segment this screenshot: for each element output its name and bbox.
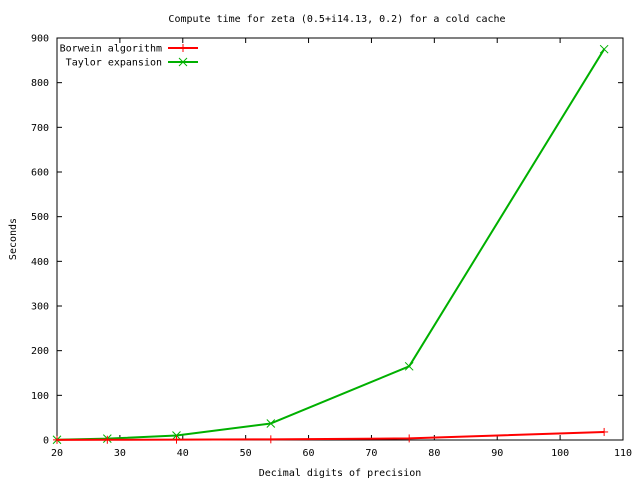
x-tick-label: 100 bbox=[551, 448, 569, 459]
data-point-borwein-algorithm bbox=[172, 435, 181, 444]
chart-title: Compute time for zeta (0.5+i14.13, 0.2) … bbox=[168, 14, 505, 25]
x-tick-label: 90 bbox=[491, 448, 503, 459]
x-tick-label: 110 bbox=[614, 448, 632, 459]
data-point-borwein-algorithm bbox=[53, 435, 61, 444]
x-tick-label: 30 bbox=[114, 448, 126, 459]
y-axis-ticks: 0 100 200 300 400 500 600 700 800 900 bbox=[31, 34, 623, 447]
y-tick-label: 400 bbox=[31, 257, 49, 268]
plot-frame bbox=[56, 37, 624, 441]
legend-label: Taylor expansion bbox=[66, 58, 162, 69]
data-point-taylor-expansion bbox=[404, 361, 414, 371]
y-tick-label: 600 bbox=[31, 168, 49, 179]
y-tick-label: 0 bbox=[43, 436, 49, 447]
legend: Borwein algorithm Taylor expansion bbox=[60, 44, 198, 69]
x-tick-label: 20 bbox=[51, 448, 63, 459]
data-point-borwein-algorithm bbox=[266, 435, 275, 444]
legend-marker bbox=[178, 57, 188, 67]
x-axis-label: Decimal digits of precision bbox=[259, 468, 422, 479]
y-tick-label: 200 bbox=[31, 346, 49, 357]
series-line-taylor-expansion bbox=[56, 48, 605, 441]
y-tick-label: 300 bbox=[31, 302, 49, 313]
series-layer bbox=[52, 44, 609, 445]
y-tick-label: 800 bbox=[31, 78, 49, 89]
y-axis-label: Seconds bbox=[8, 218, 19, 260]
legend-item-taylor-expansion: Taylor expansion bbox=[66, 58, 198, 69]
data-point-taylor-expansion bbox=[266, 419, 276, 428]
x-axis-ticks: 20 30 40 50 60 70 80 90 100 110 bbox=[51, 38, 632, 459]
x-tick-label: 40 bbox=[177, 448, 189, 459]
x-tick-label: 60 bbox=[303, 448, 315, 459]
x-tick-label: 80 bbox=[428, 448, 440, 459]
series-line-borwein-algorithm bbox=[56, 430, 605, 441]
y-tick-label: 900 bbox=[31, 34, 49, 45]
y-tick-label: 100 bbox=[31, 391, 49, 402]
series-borwein-algorithm bbox=[53, 427, 609, 444]
series-taylor-expansion bbox=[52, 44, 609, 445]
x-tick-label: 50 bbox=[240, 448, 252, 459]
legend-item-borwein-algorithm: Borwein algorithm bbox=[60, 44, 198, 55]
x-tick-label: 70 bbox=[365, 448, 377, 459]
data-point-borwein-algorithm bbox=[103, 435, 112, 444]
legend-marker bbox=[179, 44, 187, 52]
y-tick-label: 500 bbox=[31, 212, 49, 223]
y-tick-label: 700 bbox=[31, 123, 49, 134]
data-point-taylor-expansion bbox=[172, 431, 181, 440]
data-point-borwein-algorithm bbox=[405, 434, 414, 443]
data-point-taylor-expansion bbox=[599, 44, 609, 54]
legend-label: Borwein algorithm bbox=[60, 44, 162, 55]
data-point-borwein-algorithm bbox=[600, 427, 609, 436]
